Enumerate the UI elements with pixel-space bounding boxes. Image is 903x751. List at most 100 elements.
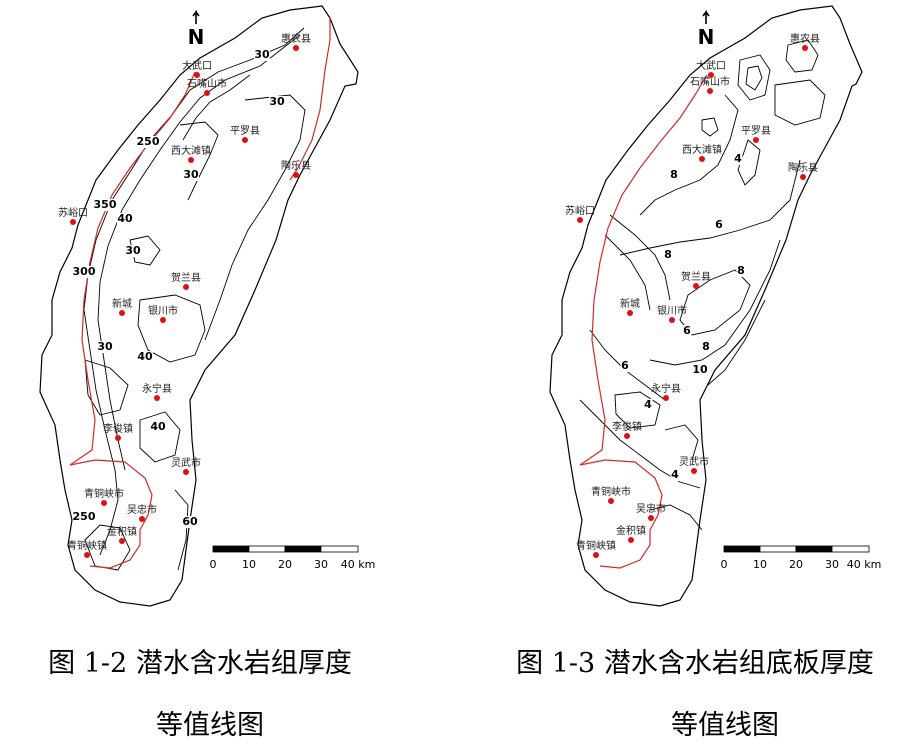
place-label: 李俊镇 [612,420,642,433]
red-boundary-line [579,74,708,466]
place-marker [800,174,806,180]
place-label: 青铜峡镇 [67,539,107,552]
contour-line [84,359,129,416]
contour-label-bg [183,169,199,181]
place-marker [119,538,125,544]
place-marker [183,284,189,290]
contour-line [604,234,651,311]
contour-label-bg [736,265,746,277]
contour-line [639,94,739,216]
contour-label: 8 [670,168,678,181]
contour-line [129,235,161,266]
place-marker [707,88,713,94]
contour-label-bg [714,219,724,231]
contour-label: 6 [683,324,691,337]
contour-label: 60 [182,515,198,528]
contour-label-bg [125,245,141,257]
red-boundary-line [69,459,153,569]
contour-label-bg [733,153,743,165]
place-label: 新城 [620,297,640,310]
place-marker [188,157,194,163]
contour-label: 4 [671,468,679,481]
contour-label-bg [269,96,285,108]
contour-label: 30 [97,340,113,353]
contour-label: 6 [621,359,629,372]
north-arrow-icon: N [188,9,204,49]
scale-bar: 0 10 20 30 40 km [210,545,375,571]
place-label: 陶乐县 [281,159,311,172]
contour-line [785,39,819,73]
contour-label: 30 [125,244,141,257]
place-label: 金积镇 [616,524,646,537]
contour-line [614,391,661,429]
red-boundary-line [289,18,331,181]
contour-label-bg [97,341,113,353]
place-marker [691,468,697,474]
study-area-outline [39,5,359,607]
contour-line [579,399,701,489]
contour-label-bg [117,213,133,225]
red-boundary-line [579,459,663,569]
contour-label-bg [93,199,117,211]
contour-label-bg [643,399,653,411]
contour-label-bg [182,516,198,528]
place-marker [593,552,599,558]
map-panel-left: N 惠农县 大武口 石嘴山市 平罗县 西大滩镇 陶乐县 苏峪口 贺兰县 新城 银川市 永宁县 李俊镇灵… [0,0,440,610]
contour-line [649,239,781,366]
contour-label: 6 [715,218,723,231]
place-label: 大武口 [696,59,726,72]
contour-line [609,214,671,301]
contour-line [179,121,219,201]
contour-label-bg [137,351,153,363]
place-label: 惠农县 [790,32,820,45]
contour-line [745,65,763,91]
place-label: 新城 [112,297,132,310]
place-marker [608,498,614,504]
place-marker [577,217,583,223]
place-label: 灵武市 [171,456,201,469]
scale-tick-label: 30 [825,558,839,571]
north-arrow-icon: N [698,9,714,49]
scale-tick-label: 0 [210,558,217,571]
place-marker [101,500,107,506]
place-label: 石嘴山市 [187,77,227,90]
place-marker [627,310,633,316]
place-label: 西大滩镇 [171,144,211,157]
contour-label: 250 [73,510,96,523]
place-marker [242,137,248,143]
place-label: 青铜峡市 [591,485,631,498]
contour-label: 40 [137,350,153,363]
place-marker [115,435,121,441]
place-label: 青铜峡镇 [576,539,616,552]
place-marker [293,172,299,178]
contour-label-bg [620,360,630,372]
place-marker [693,283,699,289]
place-label: 吴忠市 [636,502,666,515]
place-label: 平罗县 [230,125,260,137]
contour-line [174,489,189,571]
place-label: 银川市 [148,304,178,317]
scale-tick-label: 40 km [847,558,882,571]
contour-label-bg [663,249,673,261]
contour-label: 10 [692,363,708,376]
place-label: 贺兰县 [681,270,711,283]
contour-label: 4 [734,152,742,165]
contour-line [774,79,826,126]
contour-line [707,299,766,386]
scale-tick-label: 20 [789,558,803,571]
place-marker [708,72,714,78]
place-marker [293,45,299,51]
place-marker [84,552,90,558]
contour-label-bg [670,469,680,481]
place-label: 陶乐县 [788,161,818,174]
contour-line [137,294,206,363]
place-marker [154,395,160,401]
contour-line [701,117,719,137]
place-label: 西大滩镇 [682,143,722,156]
contour-line [139,411,181,463]
scale-tick-label: 10 [242,558,256,571]
contour-line [97,34,301,471]
place-marker [624,433,630,439]
figure-caption-right: 图 1-3 潜水含水岩组底板厚度 [516,648,874,679]
